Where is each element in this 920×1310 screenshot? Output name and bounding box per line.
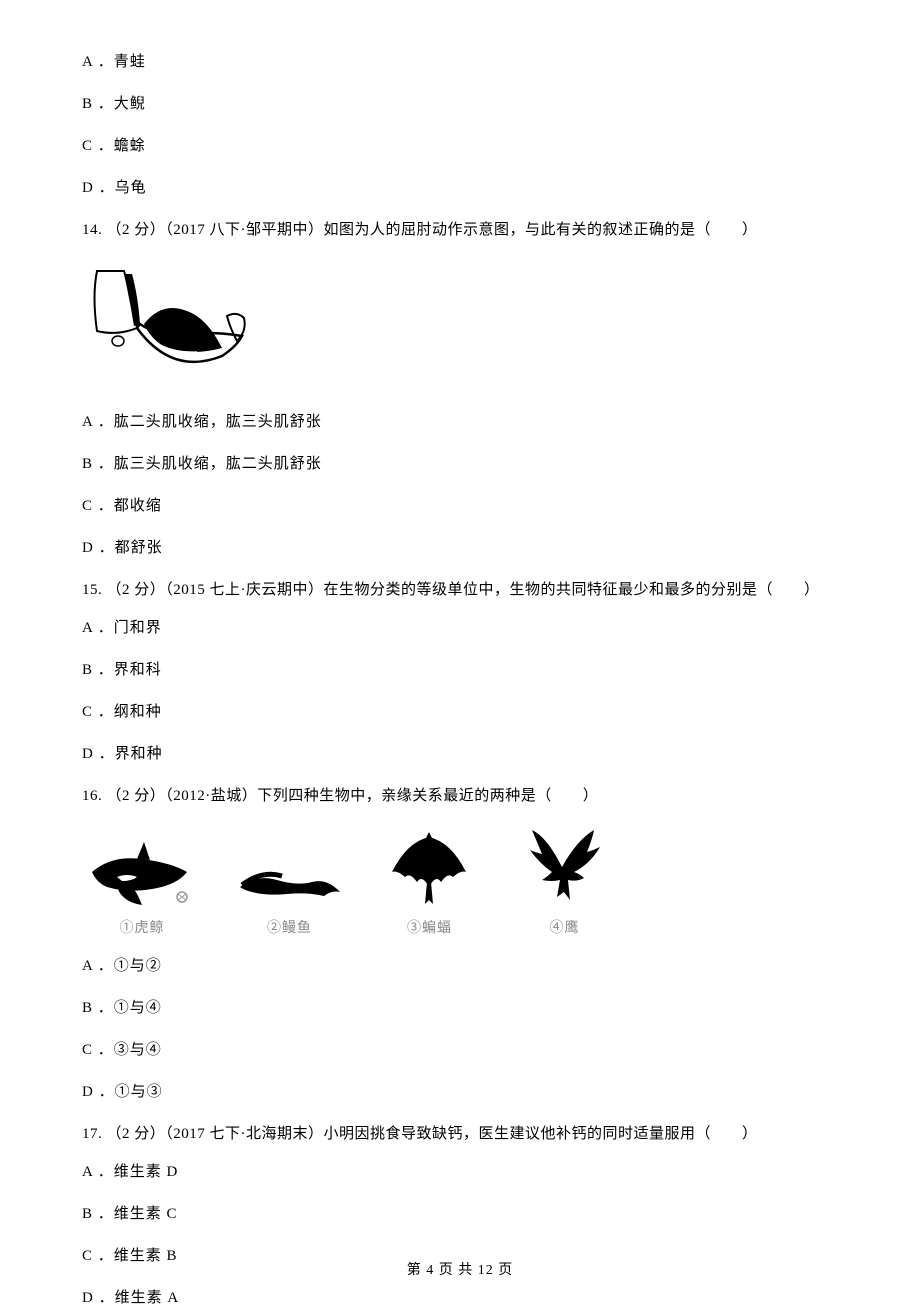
option-13-b[interactable]: B ．大鲵 [82,92,838,116]
option-17-b[interactable]: B ．维生素 C [82,1202,838,1226]
option-16-a[interactable]: A ．①与② [82,954,838,978]
option-13-d[interactable]: D ．乌龟 [82,176,838,200]
option-17-d[interactable]: D ．维生素 A [82,1286,838,1310]
animal-orca-label: ①虎鲸 [120,918,165,940]
option-13-c[interactable]: C ．蟾蜍 [82,134,838,158]
question-17-stem: 17. （2 分）（2017 七下·北海期末）小明因挑食导致缺钙，医生建议他补钙… [82,1122,838,1146]
animal-eagle: ④鹰 [512,822,617,940]
animal-bat: ③蝙蝠 [377,822,482,940]
eel-icon [232,862,347,912]
option-16-d[interactable]: D ．①与③ [82,1080,838,1104]
question-16-stem: 16. （2 分）（2012·盐城）下列四种生物中，亲缘关系最近的两种是（ ） [82,784,838,808]
bat-icon [377,822,482,912]
eagle-icon [512,822,617,912]
option-15-c[interactable]: C ．纲和种 [82,700,838,724]
question-15-stem: 15. （2 分）（2015 七上·庆云期中）在生物分类的等级单位中，生物的共同… [82,578,838,602]
option-14-d[interactable]: D ．都舒张 [82,536,838,560]
option-13-a[interactable]: A ．青蛙 [82,50,838,74]
animal-orca: ①虎鲸 [82,837,202,940]
question-15: 15. （2 分）（2015 七上·庆云期中）在生物分类的等级单位中，生物的共同… [82,578,838,766]
option-15-a[interactable]: A ．门和界 [82,616,838,640]
option-14-a[interactable]: A ．肱二头肌收缩，肱三头肌舒张 [82,410,838,434]
animal-eel-label: ②鳗鱼 [267,918,312,940]
animal-eagle-label: ④鹰 [550,918,580,940]
orca-icon [82,837,202,912]
option-14-b[interactable]: B ．肱三头肌收缩，肱二头肌舒张 [82,452,838,476]
animal-eel: ②鳗鱼 [232,862,347,940]
option-15-b[interactable]: B ．界和科 [82,658,838,682]
option-17-a[interactable]: A ．维生素 D [82,1160,838,1184]
option-14-c[interactable]: C ．都收缩 [82,494,838,518]
option-16-c[interactable]: C ．③与④ [82,1038,838,1062]
question-14: 14. （2 分）（2017 八下·邹平期中）如图为人的屈肘动作示意图，与此有关… [82,218,838,560]
page-footer: 第 4 页 共 12 页 [0,1260,920,1282]
question-16: 16. （2 分）（2012·盐城）下列四种生物中，亲缘关系最近的两种是（ ） … [82,784,838,1104]
animals-figure-row: ①虎鲸 ②鳗鱼 ③蝙蝠 ④鹰 [82,822,838,940]
option-16-b[interactable]: B ．①与④ [82,996,838,1020]
option-15-d[interactable]: D ．界和种 [82,742,838,766]
animal-bat-label: ③蝙蝠 [407,918,452,940]
question-14-stem: 14. （2 分）（2017 八下·邹平期中）如图为人的屈肘动作示意图，与此有关… [82,218,838,242]
arm-flex-figure [82,256,257,396]
